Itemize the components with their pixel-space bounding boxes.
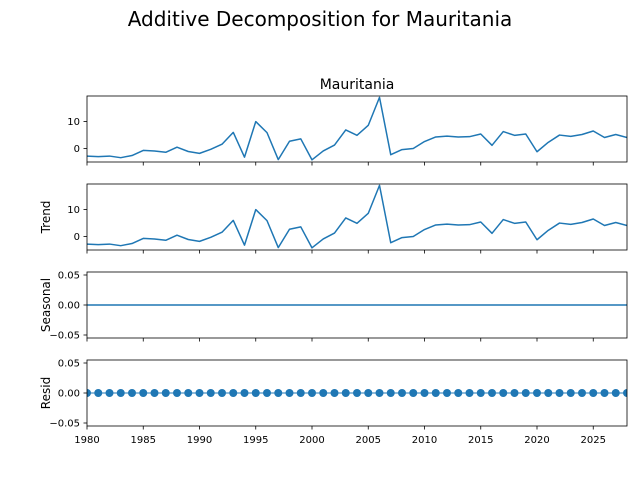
resid-point [218,389,226,397]
observed-axes-frame [86,95,628,163]
resid-xtick-label: 1985 [131,435,156,446]
resid-xtick-label: 1980 [74,435,99,446]
resid-xtick-label: 2015 [468,435,493,446]
resid-xtick-label: 2025 [581,435,606,446]
resid-point [251,389,260,397]
resid-point [578,389,586,397]
resid-point [116,389,125,397]
resid-point [150,389,159,397]
resid-point [476,389,485,397]
resid-xtick-label: 2010 [412,435,437,446]
seasonal-ytick-label: 0.05 [58,271,80,282]
resid-point [409,389,418,397]
resid-point [330,389,339,397]
resid-point [139,389,148,397]
trend-ytick-label: 10 [67,205,80,216]
resid-xtick-label: 2000 [299,435,324,446]
resid-point [105,389,114,397]
resid-point [173,389,181,397]
panel-seasonal: Seasonal−0.05 0.00 0.05 [39,271,628,342]
resid-point [229,389,238,397]
resid-point [431,389,440,397]
resid-point [161,389,170,397]
resid-point [555,389,564,397]
trend-series-line [87,184,627,249]
seasonal-ytick-label: 0.00 [58,301,80,312]
resid-point [521,389,530,397]
seasonal-axes-frame [86,271,628,339]
resid-point [600,389,609,397]
resid-xtick-label: 2020 [524,435,549,446]
resid-point [465,389,474,397]
resid-point [195,389,204,397]
resid-point [206,389,215,397]
resid-point [611,389,620,397]
resid-point [364,389,373,397]
panel-resid: Resid −0.05 0.00 0.05 1980 1985 1990 1995 2000 20… [39,359,628,446]
resid-ytick-label: −0.05 [49,419,80,430]
panel-trend: Trend 0 10 [39,183,628,254]
trend-ytick-label: 0 [74,232,80,243]
resid-point [296,389,305,397]
seasonal-ylabel: Seasonal [39,278,53,332]
panel-observed: Mauritania 0 10 [67,77,628,166]
resid-point [488,389,496,397]
figure-suptitle: Additive Decomposition for Mauritania [128,7,513,31]
observed-ytick-label: 0 [74,144,80,155]
resid-point [94,389,103,397]
resid-point [566,389,575,397]
resid-point [184,389,193,397]
resid-point [510,389,519,397]
resid-point [308,389,316,397]
resid-xtick-label: 1990 [187,435,212,446]
resid-point [420,389,429,397]
resid-ylabel: Resid [39,377,53,409]
trend-ylabel: Trend [39,201,53,235]
resid-point [263,389,271,397]
resid-point [285,389,294,397]
resid-ytick-label: 0.05 [58,359,80,370]
resid-point [386,389,395,397]
resid-point [353,389,361,397]
resid-point [623,389,627,397]
resid-point [443,389,451,397]
resid-point [128,389,136,397]
resid-point [87,389,91,397]
resid-point [398,389,406,397]
observed-ytick-label: 10 [67,117,80,128]
resid-point [499,389,508,397]
resid-point [544,389,553,397]
resid-point [533,389,541,397]
resid-point [589,389,598,397]
resid-xtick-label: 1995 [243,435,268,446]
seasonal-ytick-label: −0.05 [49,331,80,342]
resid-point [454,389,463,397]
observed-title: Mauritania [320,77,395,93]
observed-series-line [87,96,627,161]
trend-axes-frame [86,183,628,251]
resid-axes-frame [86,359,628,427]
resid-point [274,389,283,397]
resid-point [240,389,249,397]
resid-xtick-label: 2005 [356,435,381,446]
resid-point [341,389,350,397]
resid-ytick-label: 0.00 [58,389,80,400]
resid-point [319,389,328,397]
resid-point [375,389,384,397]
